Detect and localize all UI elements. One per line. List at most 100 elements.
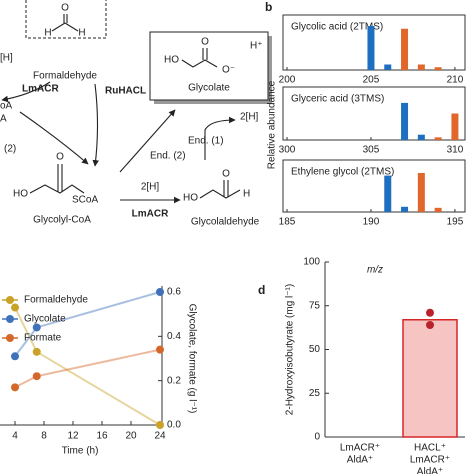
spectrum-bar — [384, 175, 392, 212]
fragment: A — [0, 114, 7, 125]
spectrum-bar — [434, 137, 442, 140]
enzyme: RuHACL — [105, 86, 146, 97]
spectrum-bar — [434, 67, 442, 70]
spectrum-bar — [401, 206, 409, 212]
step: (2) — [4, 144, 16, 155]
arrow — [1, 81, 51, 103]
compound-label: Glycolate — [188, 83, 230, 94]
cofactor: 2[H] — [240, 112, 259, 123]
spectrum-bar — [417, 64, 425, 70]
enzyme: LmACR — [22, 84, 59, 95]
y2-tick-label: 0.4 — [167, 331, 181, 342]
data-point — [426, 321, 434, 329]
x-tick-label: 8 — [41, 431, 47, 442]
data-point — [11, 383, 19, 392]
spectrum-bar — [417, 134, 425, 140]
step: End. (1) — [188, 136, 224, 147]
atom: O — [61, 3, 69, 14]
legend-marker — [6, 315, 14, 323]
data-point — [11, 352, 19, 361]
x-axis-label: Time (h) — [62, 446, 99, 457]
y2-tick-label: 0.2 — [167, 375, 181, 386]
x-tick-label: 185 — [279, 217, 296, 228]
data-point — [156, 421, 164, 429]
data-point — [32, 323, 41, 332]
y-tick-label: 100 — [303, 257, 320, 268]
x-tick-label: 305 — [363, 145, 380, 156]
cofactor: [H] — [0, 53, 13, 64]
arrow — [19, 111, 89, 165]
y2-tick-label: 0.0 — [167, 420, 181, 431]
bond — [51, 22, 66, 32]
enzyme: LmACR — [132, 209, 169, 220]
x-tick-label: 24 — [154, 431, 166, 442]
x-tick-label: HACL⁺ — [414, 443, 446, 454]
panel-label: d — [258, 283, 265, 297]
legend-marker — [6, 334, 14, 342]
x-tick-label: 205 — [363, 75, 380, 86]
bond — [29, 184, 85, 194]
y-tick-label: 50 — [309, 344, 321, 355]
x-axis-label: m/z — [367, 265, 383, 276]
pathway-diagram: O H H Formaldehyde [H] LmACR oA A (2) Ru… — [0, 0, 272, 228]
x-tick-label: 12 — [67, 431, 79, 442]
compound-label: Glycolyl-CoA — [33, 215, 91, 226]
legend-label: Glycolate — [24, 314, 66, 325]
y-tick-label: 25 — [309, 388, 321, 399]
ion: H⁺ — [250, 41, 263, 52]
atom: O — [201, 37, 209, 48]
x-tick-label: AldA⁺ — [417, 467, 443, 474]
plot-frame — [282, 159, 466, 213]
subplot-title: Ethylene glycol (2TMS) — [291, 167, 394, 178]
data-point — [32, 372, 41, 381]
x-tick-label: AldA⁺ — [347, 455, 373, 466]
plot-frame — [282, 86, 466, 141]
atom: HO — [164, 55, 179, 66]
y-tick-label: 75 — [309, 300, 321, 311]
atom: SCoA — [72, 195, 98, 206]
legend-label: Formaldehyde — [24, 295, 88, 306]
spectrum-bar — [367, 26, 375, 70]
atom: H — [78, 28, 85, 39]
x-tick-label: 20 — [125, 431, 137, 442]
y-axis-label: 2-Hydroxyisobutyrate (mg l⁻¹) — [285, 284, 296, 415]
atom: O — [56, 152, 64, 163]
x-tick-label: 310 — [447, 145, 464, 156]
data-point — [426, 308, 434, 317]
step: End. (2) — [150, 151, 186, 162]
arrow — [204, 116, 236, 160]
y2-axis-label: Glycolate, formate (g l⁻¹) — [186, 304, 197, 414]
x-tick-label: 16 — [96, 431, 108, 442]
data-point — [156, 345, 164, 354]
atom: O — [222, 169, 230, 180]
cofactor: 2[H] — [141, 182, 160, 193]
spectrum-bar — [401, 28, 409, 70]
y2-tick-label: 0.6 — [167, 287, 181, 298]
fragment: oA — [0, 101, 13, 112]
glycolate-box — [149, 31, 269, 101]
data-point — [156, 288, 164, 296]
arrow — [119, 109, 176, 173]
subplot-title: Glycolic acid (2TMS) — [291, 22, 383, 33]
x-tick-label: 300 — [279, 145, 296, 156]
spectrum-bar — [417, 173, 425, 212]
subplot-title: Glyceric acid (3TMS) — [291, 94, 384, 105]
x-tick-label: LmACR⁺ — [410, 455, 450, 466]
arrow — [92, 83, 99, 167]
spectrum-bar — [451, 113, 459, 140]
bond — [181, 59, 218, 68]
atom: HO — [13, 189, 28, 200]
compound-label: Formaldehyde — [33, 71, 97, 82]
compound-label: Glycolaldehyde — [191, 217, 260, 228]
atom: H — [44, 28, 51, 39]
atom: HO — [183, 193, 198, 204]
spectrum-bar — [401, 102, 409, 140]
panel-label: b — [265, 0, 272, 14]
spectrum-bar — [384, 64, 392, 70]
x-tick-label: 200 — [279, 75, 296, 86]
y-tick-label: 0 — [314, 432, 320, 443]
legend-marker — [6, 296, 14, 304]
spectrum-bar — [434, 207, 442, 212]
bond — [64, 22, 79, 32]
